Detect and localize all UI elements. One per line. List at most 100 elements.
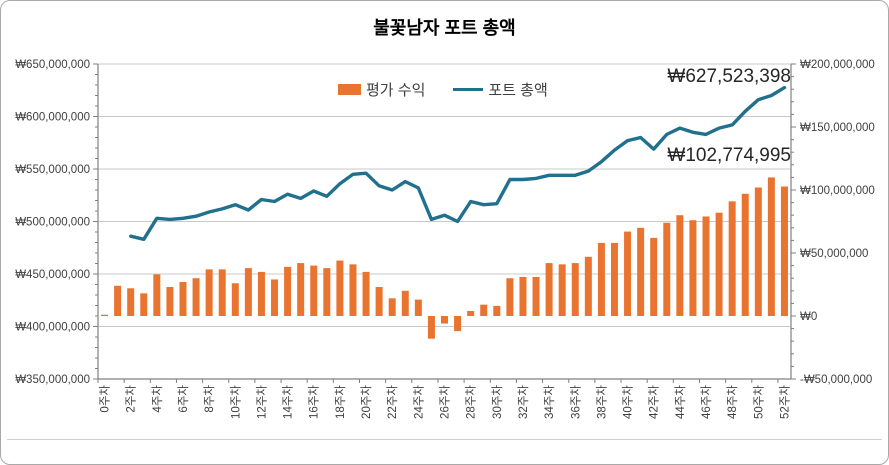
x-axis-tick-label: 16주차 [308, 385, 321, 419]
bar-week-30 [493, 305, 501, 316]
left-axis-tick-label: ₩650,000,000 [15, 59, 90, 71]
x-axis-tick-label: 0주차 [99, 385, 112, 413]
annotation-port-total: ₩627,523,398 [667, 66, 791, 87]
bar-week-46 [702, 216, 710, 316]
bar-week-28 [467, 310, 475, 316]
left-axis-tick-label: ₩400,000,000 [15, 322, 90, 334]
x-axis-tick-label: 42주차 [648, 385, 661, 419]
right-axis-tick-label: ₩150,000,000 [800, 122, 875, 134]
x-axis-tick-label: 44주차 [674, 385, 687, 419]
x-axis-tick-label: 2주차 [125, 385, 138, 413]
left-axis-tick-label: ₩550,000,000 [15, 164, 90, 176]
bar-week-37 [584, 256, 592, 316]
x-axis-tick-label: 4주차 [151, 385, 164, 413]
right-axis-tick-label: ₩0 [800, 311, 817, 323]
bar-week-15 [297, 263, 305, 316]
bar-week-50 [754, 187, 762, 316]
x-axis-tick-label: 40주차 [622, 385, 635, 419]
line-swatch-icon [453, 87, 484, 92]
bar-week-9 [218, 269, 226, 316]
x-axis-tick-label: 32주차 [517, 385, 530, 419]
bar-week-27 [454, 316, 462, 332]
bar-week-36 [571, 263, 579, 316]
bar-week-17 [323, 268, 331, 316]
left-axis-tick-label: ₩450,000,000 [15, 269, 90, 281]
bar-week-41 [637, 227, 645, 316]
bar-week-25 [427, 316, 435, 339]
bar-week-35 [558, 264, 566, 316]
bar-week-42 [650, 237, 658, 316]
bar-week-31 [506, 278, 514, 316]
bar-week-47 [715, 212, 723, 316]
bar-week-7 [192, 278, 200, 316]
x-axis-tick-label: 36주차 [569, 385, 582, 419]
right-axis-tick-label: ₩100,000,000 [800, 185, 875, 197]
x-axis-tick-label: 10주차 [229, 385, 242, 419]
bar-week-24 [414, 299, 422, 316]
bar-week-40 [624, 231, 632, 316]
bottom-divider [7, 439, 882, 440]
bar-week-26 [441, 316, 448, 324]
bar-week-20 [362, 271, 370, 316]
bar-week-52 [780, 186, 788, 316]
legend-item-total: 포트 총액 [453, 79, 548, 100]
x-axis-tick-label: 18주차 [334, 385, 347, 419]
bar-week-39 [610, 242, 618, 316]
x-axis-tick-label: 26주차 [439, 385, 452, 419]
left-axis-tick-label: ₩350,000,000 [15, 374, 90, 386]
x-axis-tick-label: 52주차 [778, 385, 791, 419]
bar-week-33 [532, 276, 540, 316]
chart-title: 불꽃남자 포트 총액 [373, 18, 516, 38]
bar-week-48 [728, 201, 736, 316]
bar-swatch-icon [338, 84, 361, 95]
bar-week-8 [205, 269, 213, 316]
bar-week-13 [271, 279, 279, 316]
bar-week-21 [375, 287, 383, 316]
x-axis-tick-label: 14주차 [282, 385, 295, 419]
bar-week-19 [349, 264, 357, 316]
left-axis-tick-label: ₩500,000,000 [15, 217, 90, 229]
bar-week-14 [284, 266, 292, 316]
bar-week-6 [179, 281, 187, 316]
port-total-line [128, 85, 787, 242]
x-axis-tick-label: 46주차 [700, 385, 713, 419]
bar-week-16 [310, 265, 318, 316]
x-axis-tick-label: 30주차 [491, 385, 504, 419]
x-axis-tick-label: 34주차 [543, 385, 556, 419]
bar-week-44 [676, 215, 684, 316]
right-axis-tick-label: ₩50,000,000 [800, 248, 868, 260]
bar-week-11 [244, 268, 252, 316]
x-axis-tick-label: 38주차 [595, 385, 608, 419]
bar-week-2 [127, 288, 135, 316]
legend: 평가 수익 포트 총액 [338, 79, 548, 100]
bar-week-12 [257, 271, 265, 316]
bar-week-22 [388, 298, 396, 316]
legend-label-profit: 평가 수익 [366, 82, 426, 99]
bar-week-38 [597, 242, 605, 316]
bar-week-3 [140, 293, 148, 316]
bar-week-51 [767, 177, 775, 316]
bar-week-43 [663, 222, 671, 316]
bar-week-34 [545, 263, 553, 316]
legend-label-total: 포트 총액 [488, 82, 548, 99]
x-axis-tick-label: 22주차 [386, 385, 399, 419]
x-axis-tick-label: 50주차 [752, 385, 765, 419]
bar-week-45 [689, 220, 697, 316]
bar-week-10 [231, 283, 239, 316]
bar-week-23 [401, 290, 409, 316]
bar-week-0 [101, 314, 109, 316]
bar-week-4 [153, 274, 161, 316]
x-axis-tick-label: 20주차 [360, 385, 373, 419]
bar-week-5 [166, 287, 174, 316]
left-axis-tick-label: ₩600,000,000 [15, 112, 90, 124]
bar-week-1 [114, 285, 122, 316]
bar-week-49 [741, 193, 749, 316]
bar-week-29 [480, 304, 488, 316]
legend-item-profit: 평가 수익 [338, 79, 425, 100]
x-axis-tick-label: 12주차 [255, 385, 268, 419]
annotation-profit: ₩102,774,995 [667, 145, 791, 166]
bar-week-18 [336, 260, 344, 316]
bar-week-32 [519, 276, 527, 316]
